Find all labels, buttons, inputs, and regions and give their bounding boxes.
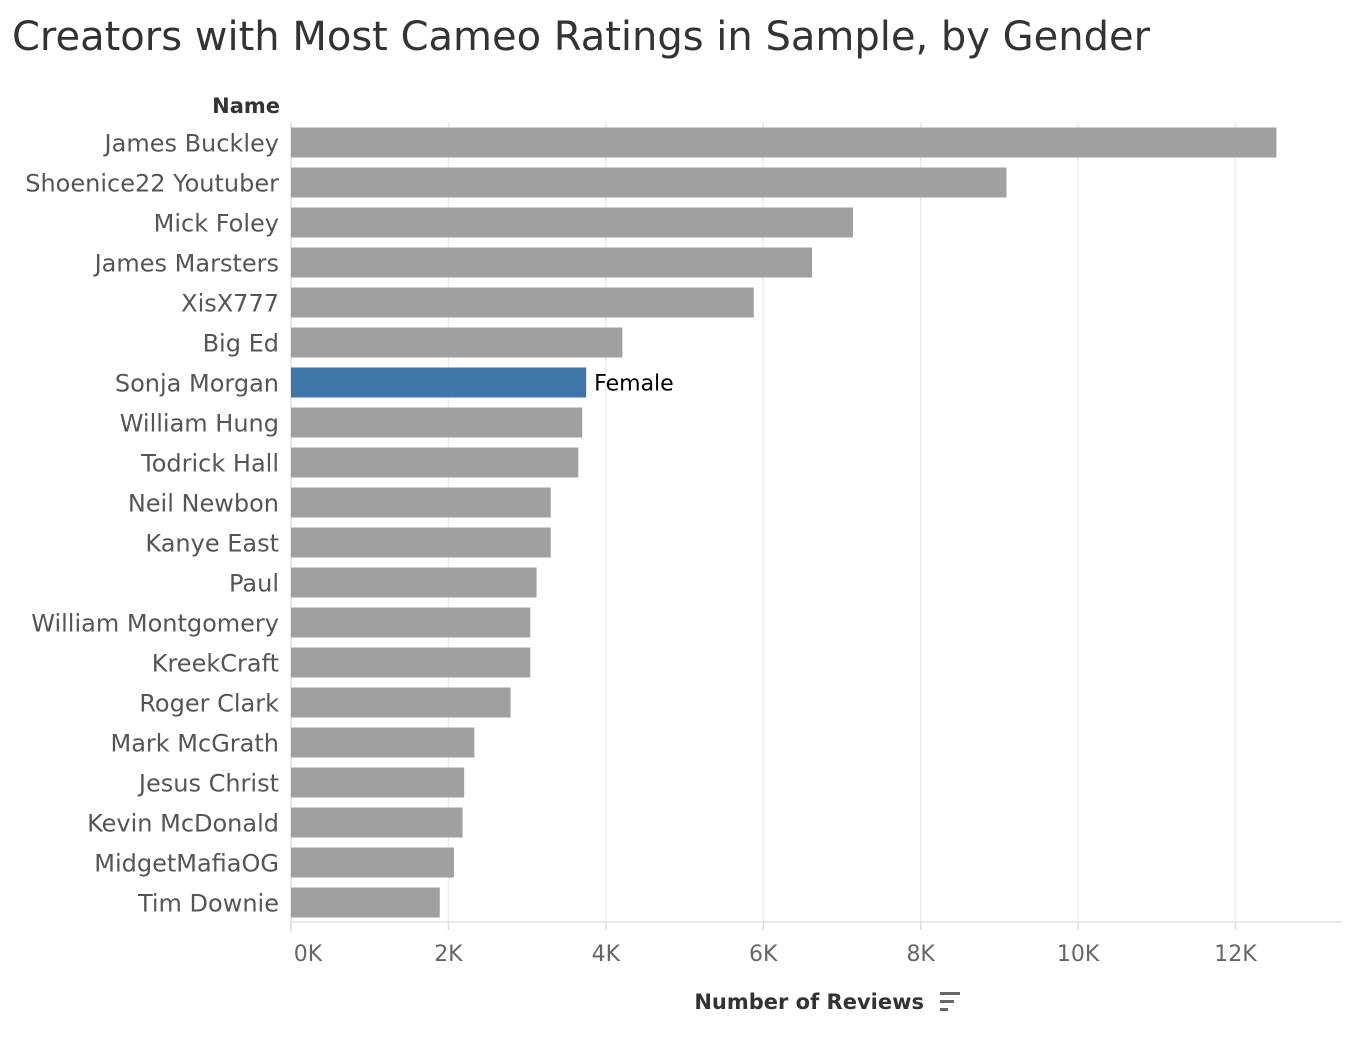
category-header: Name <box>212 94 280 118</box>
chart-title: Creators with Most Cameo Ratings in Samp… <box>12 14 1151 60</box>
x-tick-label: 0K <box>294 942 323 967</box>
bar[interactable] <box>291 287 754 318</box>
x-tick-label: 4K <box>592 942 621 967</box>
bar[interactable] <box>291 567 537 598</box>
x-tick-label: 2K <box>434 942 463 967</box>
category-label: James Marsters <box>93 250 279 278</box>
category-label: Neil Newbon <box>128 490 279 518</box>
category-labels: James Buckley Shoenice22 Youtuber Mick Fol… <box>25 130 279 918</box>
category-label: Shoenice22 Youtuber <box>25 170 279 198</box>
category-label: Paul <box>229 570 279 598</box>
bar[interactable] <box>291 607 531 638</box>
category-label: KreekCraft <box>152 650 279 678</box>
category-label: Big Ed <box>203 330 279 358</box>
category-label: Todrick Hall <box>140 450 279 478</box>
sort-icon-bar <box>940 1000 954 1003</box>
bar[interactable] <box>291 487 551 518</box>
bar[interactable] <box>291 327 623 358</box>
category-label: Sonja Morgan <box>115 370 279 398</box>
x-tick-label: 6K <box>749 942 778 967</box>
bar[interactable] <box>291 367 587 398</box>
x-axis-title: Number of Reviews <box>694 990 924 1014</box>
category-label: Jesus Christ <box>137 770 279 798</box>
bar[interactable] <box>291 887 440 918</box>
highlight-label: Female <box>594 372 674 397</box>
x-axis-ticks: 0K 2K 4K 6K 8K 10K 12K <box>294 942 1258 967</box>
sort-descending-icon[interactable] <box>940 992 960 1011</box>
category-label: XisX777 <box>181 290 279 318</box>
bar[interactable] <box>291 647 531 678</box>
category-label: James Buckley <box>103 130 279 158</box>
bar[interactable] <box>291 447 579 478</box>
bar[interactable] <box>291 807 463 838</box>
bar[interactable] <box>291 407 583 438</box>
bar[interactable] <box>291 727 475 758</box>
bar[interactable] <box>291 167 1007 198</box>
category-label: Kanye East <box>145 530 279 558</box>
x-tick-label: 12K <box>1214 942 1257 967</box>
bar[interactable] <box>291 847 454 878</box>
category-label: MidgetMafiaOG <box>94 850 279 878</box>
x-tick-label: 8K <box>906 942 935 967</box>
sort-icon-bar <box>940 992 960 995</box>
sort-icon-bar <box>940 1008 948 1011</box>
bar[interactable] <box>291 207 853 238</box>
bar[interactable] <box>291 687 511 718</box>
category-label: Kevin McDonald <box>87 810 279 838</box>
x-tick-label: 10K <box>1057 942 1100 967</box>
bar[interactable] <box>291 767 465 798</box>
bar[interactable] <box>291 127 1277 158</box>
category-label: Mark McGrath <box>110 730 279 758</box>
category-label: Mick Foley <box>154 210 279 238</box>
category-label: William Montgomery <box>31 610 279 638</box>
bars: Female <box>291 127 1277 918</box>
category-label: Roger Clark <box>139 690 279 718</box>
category-label: Tim Downie <box>137 890 279 918</box>
category-label: William Hung <box>120 410 279 438</box>
bar[interactable] <box>291 247 813 278</box>
bar[interactable] <box>291 527 551 558</box>
